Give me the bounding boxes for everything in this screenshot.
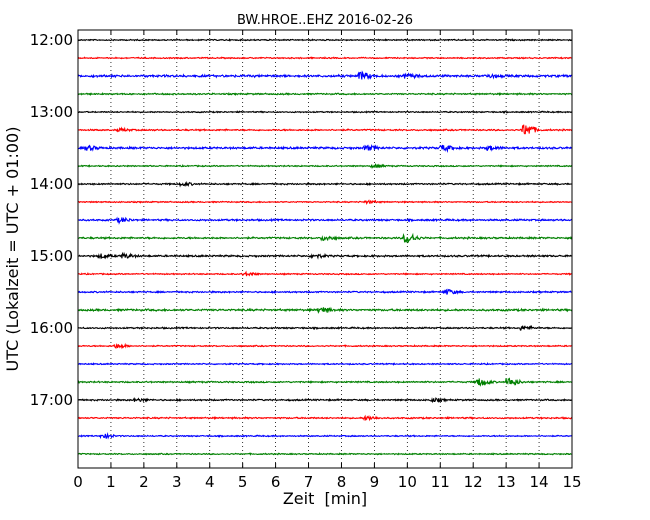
- seismogram-trace-1400: [77, 180, 573, 188]
- x-tick-label: 15: [562, 473, 581, 491]
- y-tick-label: 12:00: [30, 31, 73, 49]
- seismogram-trace-1600: [77, 324, 573, 331]
- seismogram-trace-1645: [77, 377, 573, 387]
- y-tick-label: 15:00: [30, 247, 73, 265]
- x-tick-label: 10: [398, 473, 417, 491]
- x-tick-label: 6: [271, 473, 281, 491]
- x-tick-label: 7: [304, 473, 314, 491]
- x-tick-label: 8: [337, 473, 347, 491]
- x-axis: 0 1 2 3 4 5 6 7 8 9 10 11 12 13 14 15: [73, 30, 582, 491]
- x-tick-label: 9: [370, 473, 380, 491]
- seismogram-trace-1345: [77, 162, 572, 169]
- seismogram-trace-1700: [77, 397, 572, 404]
- x-tick-label: 0: [73, 473, 83, 491]
- x-tick-label: 2: [139, 473, 149, 491]
- y-tick-label: 13:00: [30, 103, 73, 121]
- seismogram-trace-1430: [77, 216, 573, 225]
- x-tick-label: 3: [172, 473, 182, 491]
- seismogram-trace-1730: [77, 432, 573, 440]
- seismogram-trace-1245: [77, 91, 573, 97]
- x-tick-label: 12: [464, 473, 483, 491]
- seismogram-trace-1545: [77, 306, 573, 314]
- y-tick-label: 16:00: [30, 319, 73, 337]
- seismogram-trace-1630: [78, 362, 573, 366]
- vertical-grid: [110, 30, 540, 468]
- x-tick-label: 4: [205, 473, 215, 491]
- seismogram-trace-1745: [77, 452, 573, 456]
- chart-title: BW.HROE..EHZ 2016-02-26: [237, 13, 413, 28]
- y-axis: 12:00 13:00 14:00 15:00 16:00 17:00: [30, 31, 572, 409]
- seismogram-trace-1615: [77, 342, 573, 350]
- seismogram-trace-1415: [77, 199, 573, 205]
- plot-frame: [77, 29, 573, 469]
- x-tick-label: 14: [530, 473, 549, 491]
- seismogram-trace-1230: [77, 70, 573, 80]
- y-axis-label: UTC (Lokalzeit = UTC + 01:00): [3, 127, 22, 372]
- seismogram-trace-1300: [77, 110, 573, 114]
- x-axis-label: Zeit [min]: [283, 489, 367, 508]
- x-tick-label: 11: [431, 473, 450, 491]
- seismogram-trace-1530: [77, 288, 573, 295]
- seismogram-trace-1445: [77, 232, 573, 244]
- seismogram-trace-1515: [77, 270, 572, 277]
- y-tick-label: 14:00: [30, 175, 73, 193]
- y-tick-label: 17:00: [30, 391, 73, 409]
- seismogram-trace-1200: [77, 38, 573, 42]
- seismogram-trace-1500: [77, 251, 573, 260]
- x-tick-label: 1: [106, 473, 116, 491]
- x-tick-label: 13: [497, 473, 516, 491]
- seismogram-trace-1330: [77, 144, 573, 154]
- seismogram-trace-1315: [77, 124, 573, 135]
- seismogram-trace-1215: [77, 56, 573, 60]
- x-tick-label: 5: [238, 473, 248, 491]
- seismogram-traces: [77, 38, 573, 456]
- seismogram-trace-1715: [77, 414, 573, 422]
